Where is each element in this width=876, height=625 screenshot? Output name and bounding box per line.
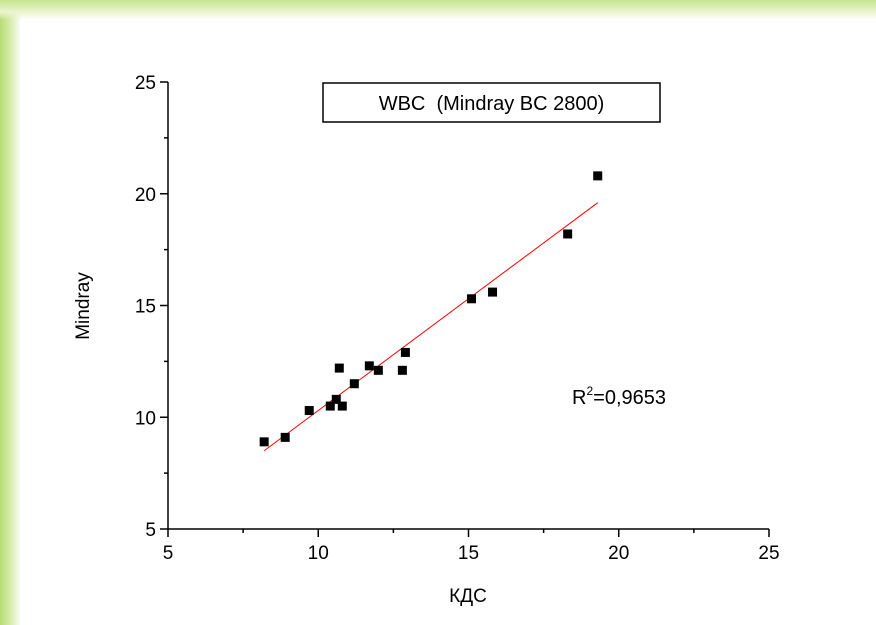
x-tick-label: 20	[608, 543, 629, 564]
data-point	[325, 401, 335, 411]
x-axis-label: КДС	[449, 586, 487, 607]
data-point	[259, 437, 269, 447]
data-point	[563, 229, 573, 239]
title-box-border	[322, 82, 661, 123]
data-point	[373, 365, 383, 375]
y-tick-label: 10	[135, 408, 156, 429]
x-tick-label: 15	[458, 543, 479, 564]
axis-ticks: 5 10 15 20 25 5 10 15 20 25	[135, 73, 780, 564]
y-tick-label: 5	[145, 520, 156, 541]
y-tick-label: 20	[135, 185, 156, 206]
data-point	[331, 394, 341, 404]
data-points	[259, 171, 603, 447]
data-point	[304, 406, 314, 416]
data-point	[488, 287, 498, 297]
decorative-top-strip	[0, 0, 876, 20]
fit-line-layer	[263, 202, 599, 452]
data-point	[400, 347, 410, 357]
data-point	[467, 294, 477, 304]
data-point	[593, 171, 603, 181]
axes	[167, 82, 769, 530]
x-tick-label: 25	[758, 543, 779, 564]
y-tick-label: 15	[135, 297, 156, 318]
r-squared-value: =0,9653	[593, 387, 666, 409]
chart-title-box: WBC (Mindray BC 2800)	[322, 82, 661, 123]
r-squared-superscript: 2	[586, 384, 593, 398]
data-point	[337, 401, 347, 411]
y-tick-label: 25	[135, 73, 156, 94]
data-point	[397, 365, 407, 375]
regression-line	[263, 202, 599, 452]
r-squared-annotation: R2=0,9653	[572, 384, 666, 409]
chart-title: WBC (Mindray BC 2800)	[379, 93, 605, 115]
x-tick-label: 10	[308, 543, 329, 564]
y-axis-label: Mindray	[73, 272, 94, 340]
data-point	[364, 361, 374, 371]
x-tick-label: 5	[163, 543, 174, 564]
data-point	[349, 379, 359, 389]
data-point	[280, 432, 290, 442]
r-squared-base: R	[572, 387, 586, 409]
data-point	[334, 363, 344, 373]
